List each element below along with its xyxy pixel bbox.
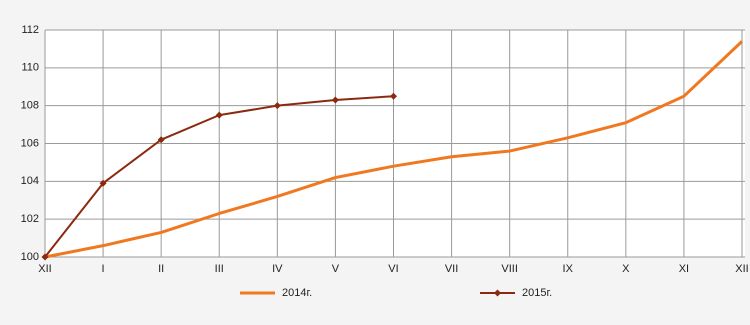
y-tick-label: 112: [21, 24, 39, 36]
x-tick-label: XII: [735, 263, 748, 275]
x-tick-label: II: [158, 263, 164, 275]
y-tick-label: 106: [21, 137, 39, 149]
x-tick-label: I: [102, 263, 105, 275]
y-tick-label: 102: [21, 213, 39, 225]
x-tick-label: VI: [388, 263, 398, 275]
point-marker: [41, 253, 49, 261]
y-tick-label: 104: [21, 175, 39, 187]
x-tick-label: IV: [272, 263, 283, 275]
x-tick-label: XI: [679, 263, 689, 275]
y-tick-label: 110: [21, 62, 39, 74]
legend-marker: [494, 289, 501, 297]
legend-label: 2015г.: [522, 287, 552, 299]
point-marker: [99, 179, 107, 187]
x-tick-label: XII: [38, 263, 51, 275]
point-marker: [273, 102, 281, 110]
x-tick-label: III: [215, 263, 224, 275]
x-tick-label: VII: [445, 263, 458, 275]
series-line: [44, 40, 744, 259]
x-tick-label: IX: [563, 263, 574, 275]
legend-label: 2014г.: [282, 287, 312, 299]
x-tick-label: X: [622, 263, 630, 275]
point-marker: [390, 92, 397, 100]
point-marker: [331, 96, 339, 104]
x-tick-label: VIII: [501, 263, 518, 275]
y-tick-label: 108: [21, 100, 39, 112]
point-marker: [157, 136, 165, 144]
y-tick-label: 100: [21, 251, 39, 263]
point-marker: [215, 111, 223, 119]
x-tick-label: V: [332, 263, 340, 275]
